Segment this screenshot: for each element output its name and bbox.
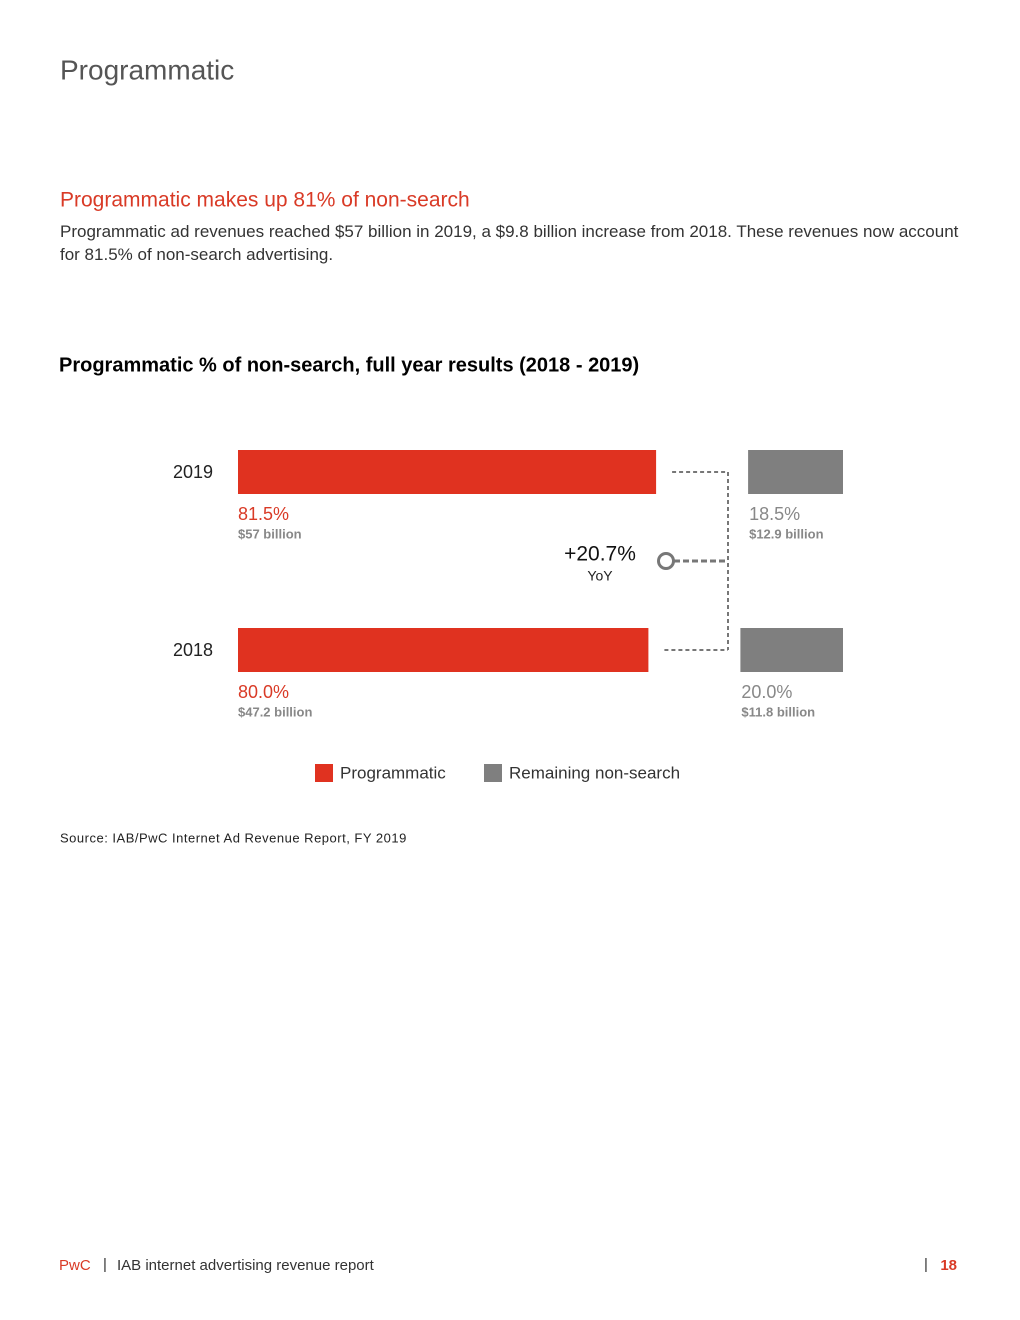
legend-label: Remaining non-search	[509, 763, 680, 782]
annotation-sub: YoY	[587, 568, 613, 584]
amount-label: $12.9 billion	[749, 526, 823, 541]
category-label: 2019	[173, 462, 213, 482]
source-note: Source: IAB/PwC Internet Ad Revenue Repo…	[60, 830, 407, 845]
body-text: Programmatic ad revenues reached $57 bil…	[60, 222, 959, 264]
bar	[238, 628, 649, 672]
category-label: 2018	[173, 640, 213, 660]
section-heading: Programmatic makes up 81% of non-search	[60, 189, 470, 212]
legend-swatch	[484, 764, 502, 782]
value-label: 18.5%	[749, 504, 800, 524]
value-label: 81.5%	[238, 504, 289, 524]
amount-label: $57 billion	[238, 526, 302, 541]
footer-brand: PwC	[59, 1257, 91, 1274]
bar	[740, 628, 843, 672]
value-label: 20.0%	[741, 682, 792, 702]
amount-label: $11.8 billion	[741, 704, 815, 719]
page-separator: |	[924, 1256, 928, 1273]
legend-swatch	[315, 764, 333, 782]
bar	[238, 450, 657, 494]
footer-separator: |	[103, 1256, 107, 1273]
chart-title: Programmatic % of non-search, full year …	[59, 354, 639, 376]
bar	[748, 450, 843, 494]
amount-label: $47.2 billion	[238, 704, 312, 719]
annotation: +20.7%	[564, 543, 636, 566]
page-title: Programmatic	[60, 54, 234, 85]
footer-report: IAB internet advertising revenue report	[117, 1257, 375, 1274]
page-number: 18	[940, 1257, 957, 1274]
legend-label: Programmatic	[340, 763, 446, 782]
value-label: 80.0%	[238, 682, 289, 702]
connector-node	[657, 552, 675, 570]
